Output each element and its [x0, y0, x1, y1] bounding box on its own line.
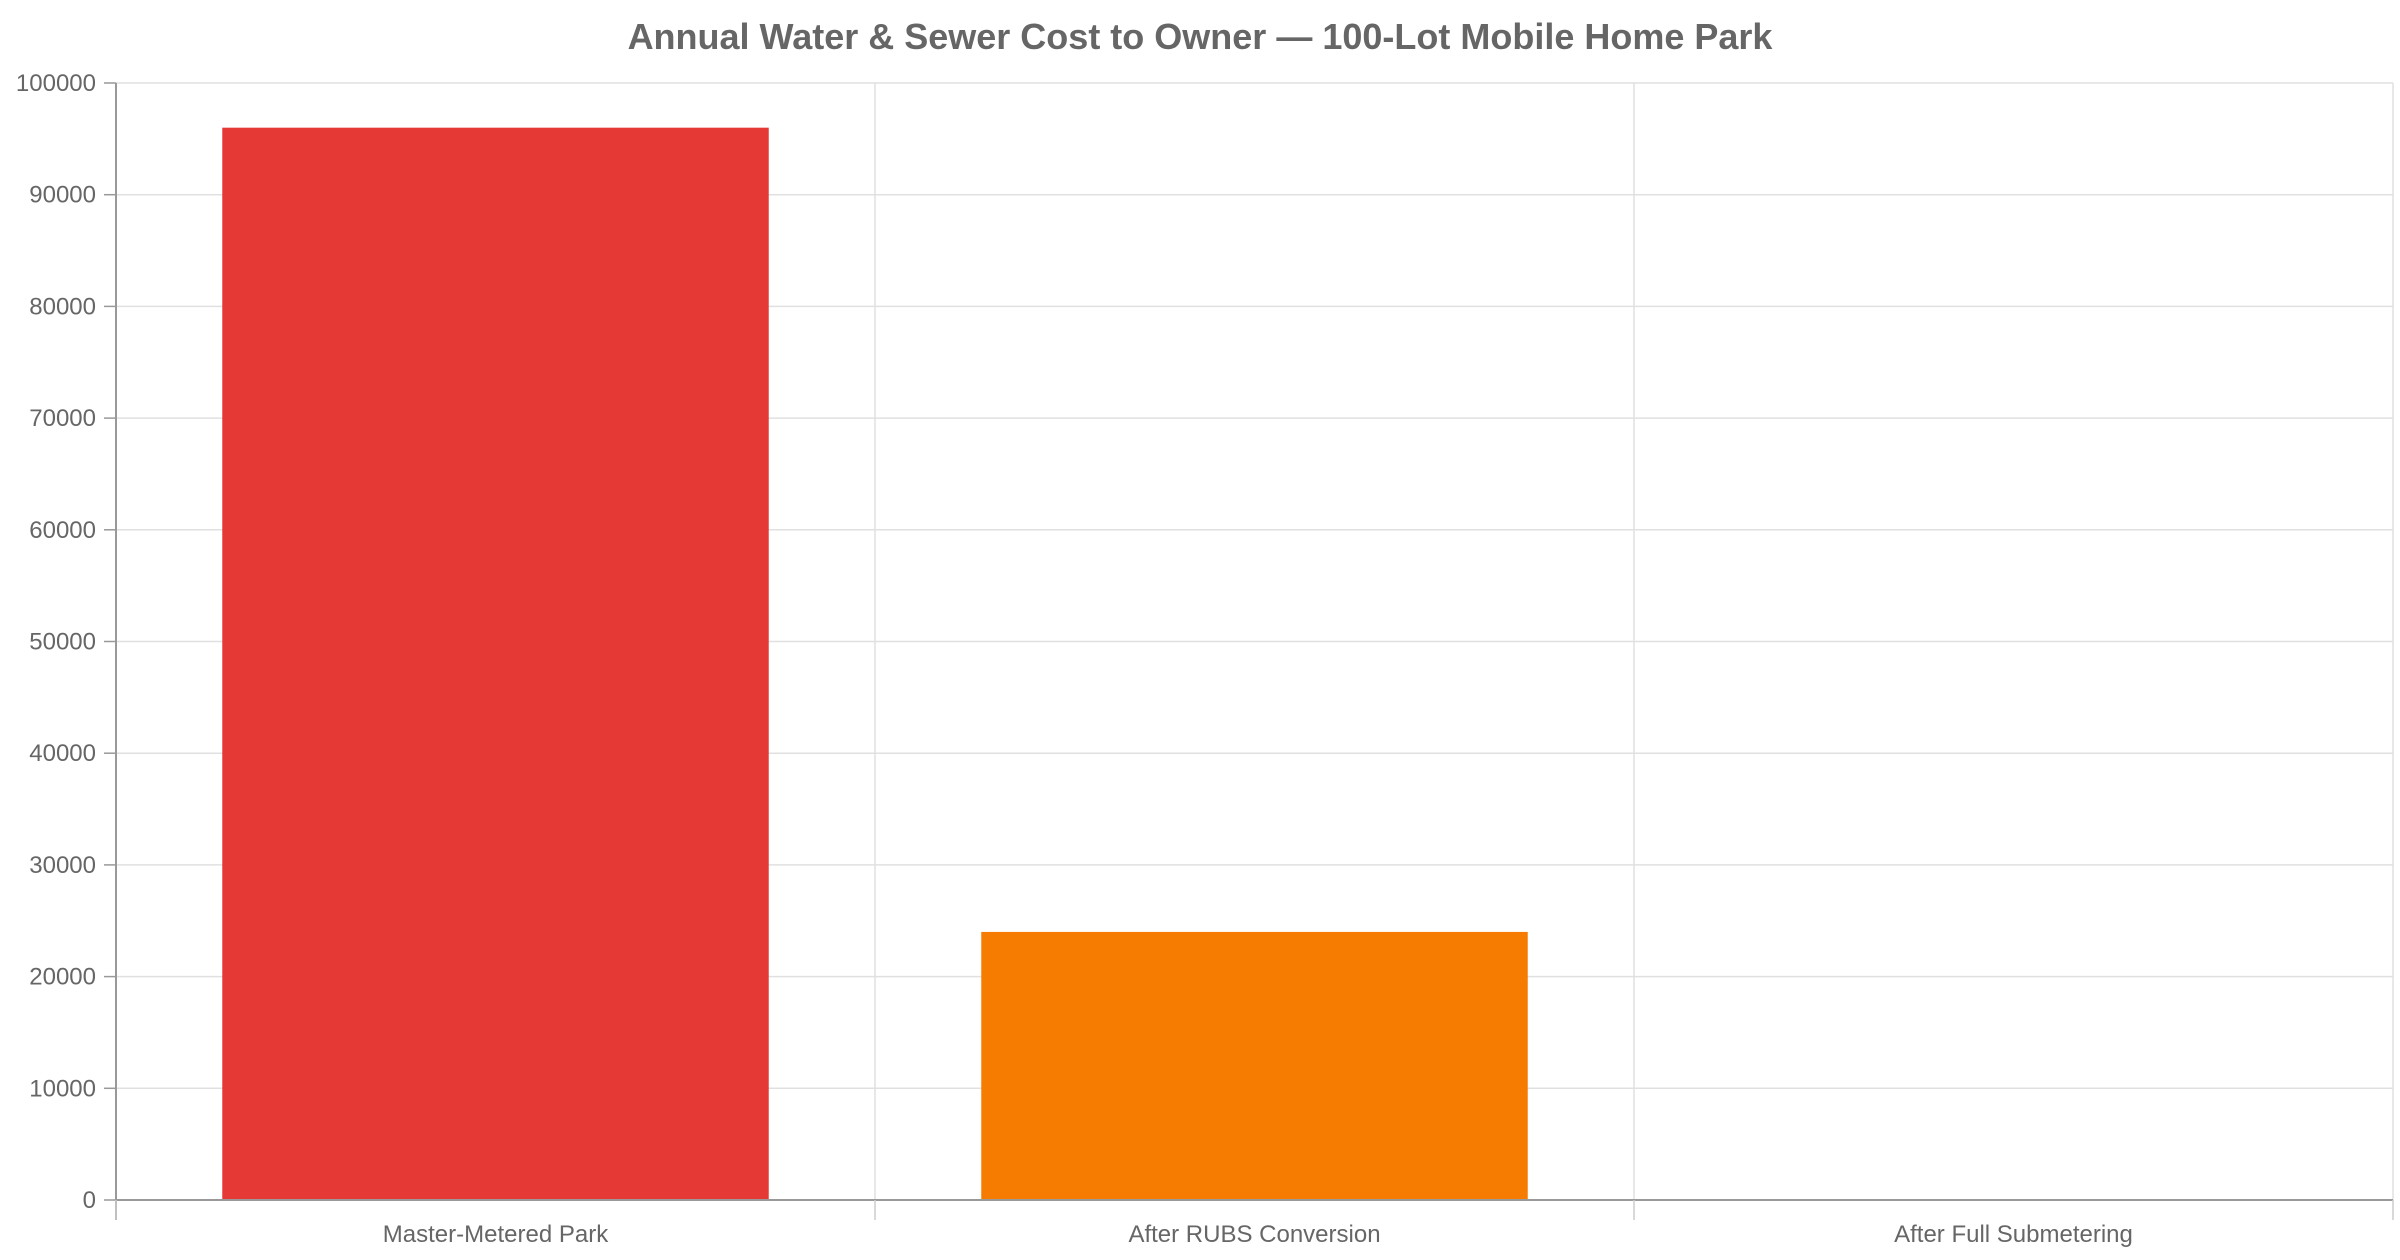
y-tick-label: 30000 — [29, 852, 96, 879]
chart-title: Annual Water & Sewer Cost to Owner — 100… — [627, 16, 1773, 57]
bars — [222, 127, 1528, 1200]
y-tick-label: 0 — [83, 1187, 96, 1214]
y-tick-label: 60000 — [29, 517, 96, 544]
bar-master-metered-park — [222, 127, 769, 1200]
x-category-labels: Master-Metered Park After RUBS Conversion… — [383, 1221, 2133, 1248]
x-category-label: Master-Metered Park — [383, 1221, 609, 1248]
bar-after-rubs-conversion — [981, 931, 1528, 1200]
y-tick-label: 90000 — [29, 182, 96, 209]
x-category-label: After RUBS Conversion — [1128, 1221, 1380, 1248]
axes — [104, 82, 2394, 1220]
y-tick-labels: 0 10000 20000 30000 40000 50000 60000 70000 8000… — [16, 70, 96, 1214]
x-category-label: After Full Submetering — [1894, 1221, 2133, 1248]
y-tick-label: 70000 — [29, 405, 96, 432]
y-tick-label: 20000 — [29, 964, 96, 991]
y-tick-label: 10000 — [29, 1075, 96, 1102]
y-tick-label: 100000 — [16, 70, 96, 97]
y-tick-label: 40000 — [29, 740, 96, 767]
y-tick-label: 50000 — [29, 629, 96, 656]
y-tick-label: 80000 — [29, 293, 96, 320]
